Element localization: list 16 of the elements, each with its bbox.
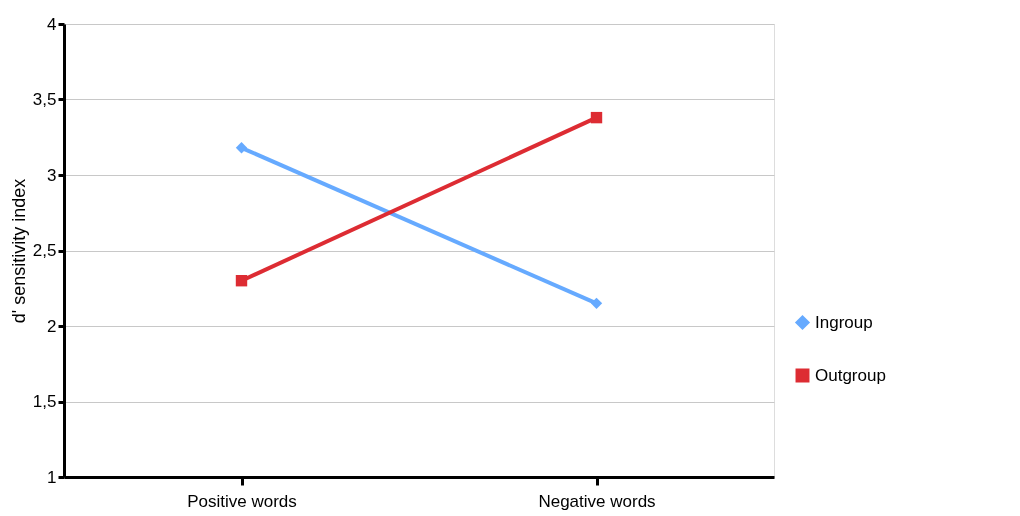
legend-label: Outgroup — [815, 365, 886, 385]
y-tick-label: 3,5 — [32, 90, 57, 109]
y-tick-label: 1,5 — [32, 392, 57, 411]
legend-label: Ingroup — [815, 312, 873, 332]
y-tick-label: 2 — [47, 316, 57, 336]
point — [235, 275, 248, 287]
y-axis-title: d' sensitivity index — [8, 178, 29, 324]
y-tick-label: 4 — [47, 14, 57, 34]
y-tick-label: 2,5 — [32, 241, 57, 260]
y-tick-label: 3 — [47, 165, 57, 185]
x-tick-label: Negative words — [538, 491, 656, 511]
point — [235, 142, 248, 154]
x-tick-label: Positive words — [187, 491, 297, 511]
point — [590, 111, 603, 124]
y-tick-label: 1 — [47, 467, 57, 487]
point — [590, 297, 603, 310]
